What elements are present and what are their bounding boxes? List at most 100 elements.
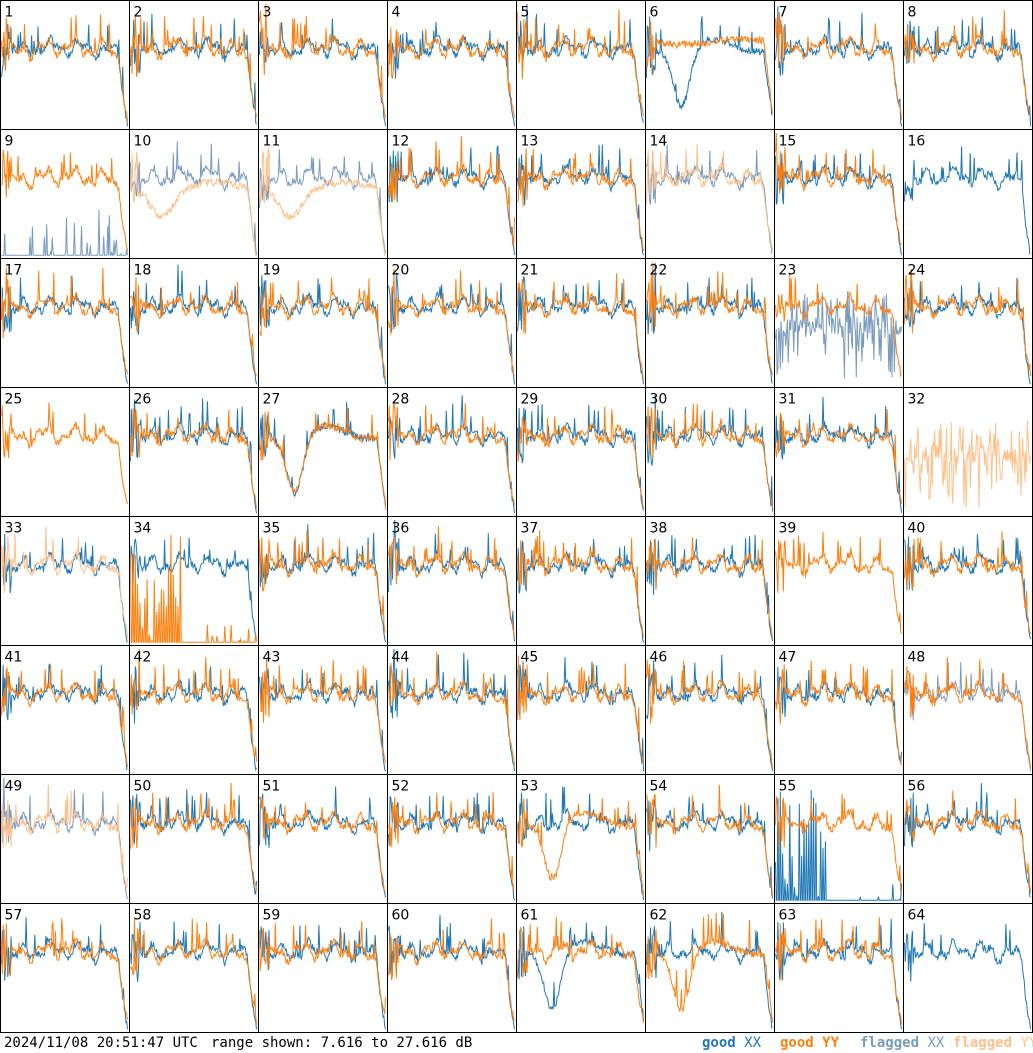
series-xx xyxy=(646,144,773,254)
panel-1: 1 xyxy=(0,0,130,130)
panel-label: 49 xyxy=(5,779,23,795)
series-yy xyxy=(259,3,386,119)
panel-50: 50 xyxy=(129,774,259,904)
series-yy xyxy=(388,27,515,118)
legend-flagged-yy-word: flagged xyxy=(953,1035,1013,1051)
panel-label: 19 xyxy=(263,263,281,279)
panel-frame xyxy=(258,903,388,1033)
series-xx xyxy=(646,262,773,384)
panel-label: 11 xyxy=(263,134,281,150)
panel-57: 57 xyxy=(0,903,130,1033)
series-yy xyxy=(259,277,386,380)
panel-frame xyxy=(516,129,646,259)
series-yy xyxy=(388,136,515,247)
series-yy xyxy=(517,798,644,896)
panel-16: 16 xyxy=(903,129,1033,259)
series-yy xyxy=(904,790,1031,893)
panel-label: 37 xyxy=(521,521,539,537)
panel-frame xyxy=(516,516,646,646)
panel-63: 63 xyxy=(774,903,904,1033)
series-yy xyxy=(130,277,257,377)
series-xx xyxy=(646,16,773,116)
series-yy xyxy=(646,537,773,639)
series-yy xyxy=(904,531,1031,635)
panel-label: 31 xyxy=(779,392,797,408)
panel-frame xyxy=(258,129,388,259)
panel-6: 6 xyxy=(645,0,775,130)
panel-21: 21 xyxy=(516,258,646,388)
panel-20: 20 xyxy=(387,258,517,388)
series-yy xyxy=(775,409,902,504)
panel-label: 42 xyxy=(134,650,152,666)
panel-15: 15 xyxy=(774,129,904,259)
series-xx xyxy=(388,648,515,772)
panel-label: 62 xyxy=(650,908,668,924)
panel-label: 45 xyxy=(521,650,539,666)
panel-4: 4 xyxy=(387,0,517,130)
panel-61: 61 xyxy=(516,903,646,1033)
panel-frame xyxy=(258,645,388,775)
panel-label: 33 xyxy=(5,521,23,537)
panel-58: 58 xyxy=(129,903,259,1033)
series-yy xyxy=(517,916,644,1024)
panel-frame xyxy=(129,903,259,1033)
series-yy xyxy=(130,151,257,256)
panel-label: 55 xyxy=(779,779,797,795)
panel-53: 53 xyxy=(516,774,646,904)
series-yy xyxy=(1,664,128,768)
series-yy xyxy=(646,143,773,251)
panel-label: 23 xyxy=(779,263,797,279)
panel-frame xyxy=(645,387,775,517)
panel-frame xyxy=(0,645,130,775)
panel-7: 7 xyxy=(774,0,904,130)
series-xx xyxy=(904,783,1031,898)
panel-32: 32 xyxy=(903,387,1033,517)
series-xx xyxy=(1,209,128,256)
panel-5: 5 xyxy=(516,0,646,130)
series-yy xyxy=(1,149,128,251)
panel-23: 23 xyxy=(774,258,904,388)
panel-48: 48 xyxy=(903,645,1033,775)
panel-label: 32 xyxy=(908,392,926,408)
series-xx xyxy=(646,654,773,772)
panel-24: 24 xyxy=(903,258,1033,388)
panel-frame xyxy=(774,387,904,517)
panel-frame xyxy=(645,0,775,130)
panel-frame xyxy=(774,903,904,1033)
panel-frame xyxy=(516,774,646,904)
series-yy xyxy=(775,660,902,766)
panel-frame xyxy=(903,645,1033,775)
panel-frame xyxy=(645,774,775,904)
series-yy xyxy=(1,526,128,639)
series-xx xyxy=(775,291,902,379)
panel-33: 33 xyxy=(0,516,130,646)
panel-label: 63 xyxy=(779,908,797,924)
panel-label: 10 xyxy=(134,134,152,150)
panel-12: 12 xyxy=(387,129,517,259)
panel-frame xyxy=(516,645,646,775)
panel-label: 58 xyxy=(134,908,152,924)
panel-label: 1 xyxy=(5,5,14,21)
panel-11: 11 xyxy=(258,129,388,259)
series-xx xyxy=(1,276,128,384)
panel-frame xyxy=(645,903,775,1033)
series-xx xyxy=(775,153,902,256)
panel-label: 54 xyxy=(650,779,668,795)
panel-label: 56 xyxy=(908,779,926,795)
panel-49: 49 xyxy=(0,774,130,904)
series-yy xyxy=(1,918,128,1020)
panel-30: 30 xyxy=(645,387,775,517)
panel-label: 64 xyxy=(908,908,926,924)
panel-label: 7 xyxy=(779,5,788,21)
panel-frame xyxy=(387,903,517,1033)
series-yy xyxy=(388,402,515,506)
series-yy xyxy=(904,268,1031,376)
footer-bar: 2024/11/08 20:51:47 UTC range shown: 7.6… xyxy=(0,1033,1033,1053)
panel-label: 39 xyxy=(779,521,797,537)
panel-label: 59 xyxy=(263,908,281,924)
panel-frame xyxy=(387,0,517,130)
panel-frame xyxy=(774,516,904,646)
series-xx xyxy=(388,395,515,514)
panel-31: 31 xyxy=(774,387,904,517)
